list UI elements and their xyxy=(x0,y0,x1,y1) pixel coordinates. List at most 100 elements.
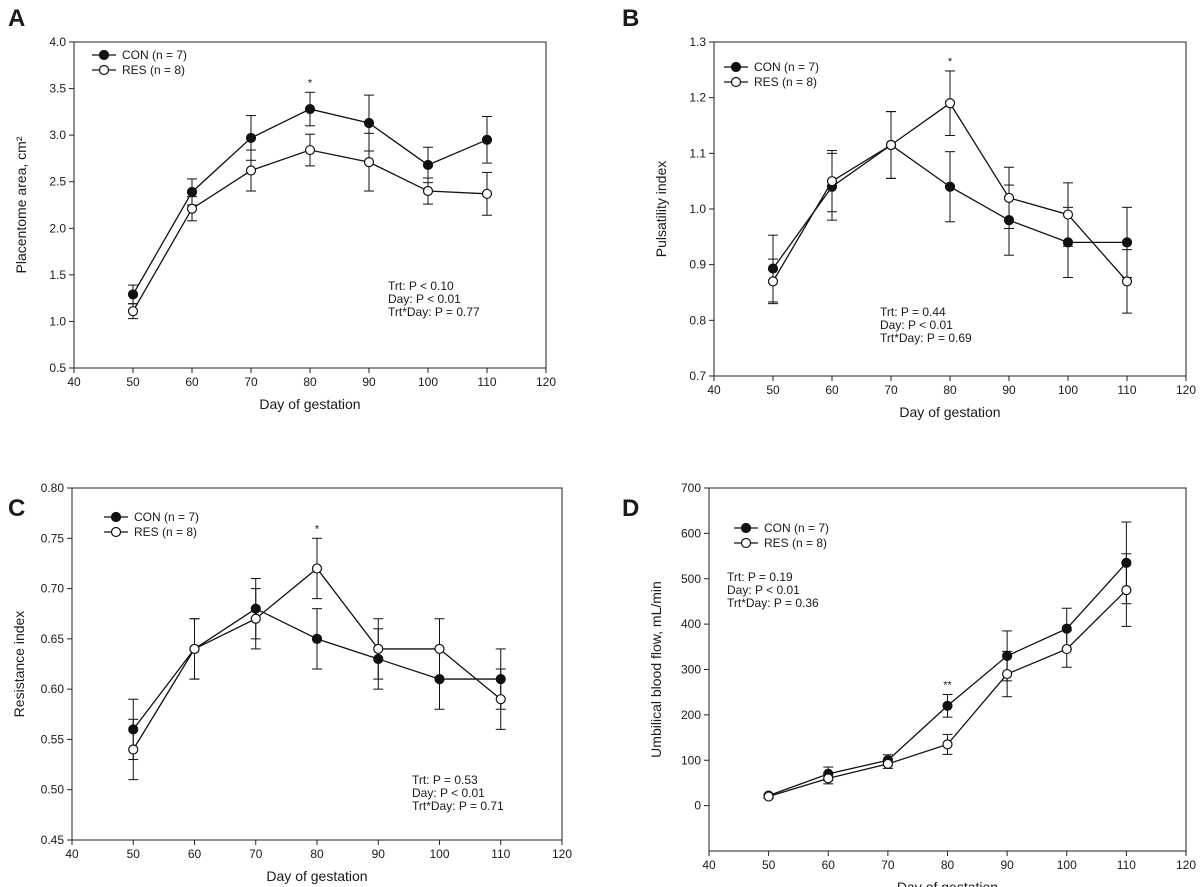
significance-marker: ** xyxy=(943,679,952,691)
stats-line: Trt*Day: P = 0.36 xyxy=(727,596,819,610)
legend-marker xyxy=(730,76,742,88)
data-point xyxy=(250,613,261,624)
legend-entry: RES (n = 8) xyxy=(122,63,185,77)
y-tick-label: 0.60 xyxy=(41,682,65,696)
y-tick-label: 300 xyxy=(681,663,701,677)
x-axis-title: Day of gestation xyxy=(266,868,367,884)
series-res xyxy=(767,70,1133,314)
data-point xyxy=(1002,668,1013,680)
series-con xyxy=(767,111,1133,303)
y-tick-label: 100 xyxy=(681,753,701,767)
x-tick-label: 60 xyxy=(825,383,839,397)
y-tick-label: 2.5 xyxy=(49,175,66,189)
panel-letter: D xyxy=(622,495,639,522)
data-point xyxy=(481,134,493,145)
data-point xyxy=(767,276,779,287)
data-point xyxy=(373,643,384,655)
y-tick-label: 0.75 xyxy=(41,531,65,545)
data-point xyxy=(942,739,953,750)
stats-line: Trt: P < 0.10 xyxy=(388,279,454,293)
series-res xyxy=(128,537,506,781)
data-point xyxy=(942,700,953,711)
x-tick-label: 70 xyxy=(244,375,258,389)
x-tick-label: 80 xyxy=(303,375,317,389)
legend-marker xyxy=(740,522,752,534)
y-tick-label: 500 xyxy=(681,572,701,586)
legend: CON (n = 7)RES (n = 8) xyxy=(104,510,199,539)
data-point xyxy=(363,117,375,129)
y-tick-label: 0.55 xyxy=(41,732,65,746)
data-point xyxy=(826,176,838,187)
data-point xyxy=(422,185,434,197)
y-tick-label: 0.80 xyxy=(41,481,65,495)
x-tick-label: 110 xyxy=(491,847,510,861)
panel-c: C 40 50 60 70 80 90 100 110 120 0.45 0.50 0.55 0.60 0.… xyxy=(8,481,572,884)
data-point xyxy=(304,144,316,156)
legend-entry: RES (n = 8) xyxy=(764,536,827,550)
panel-letter: B xyxy=(622,5,639,32)
data-point xyxy=(1003,192,1015,203)
x-tick-label: 100 xyxy=(429,847,449,861)
x-tick-label: 70 xyxy=(884,383,898,397)
y-tick-label: 3.0 xyxy=(49,128,66,142)
y-tick-label: 0 xyxy=(694,799,701,813)
y-tick-label: 2.0 xyxy=(49,221,66,235)
data-point xyxy=(763,791,774,802)
x-tick-label: 110 xyxy=(477,375,496,389)
data-point xyxy=(434,643,445,655)
series-con xyxy=(128,578,506,761)
y-tick-label: 0.7 xyxy=(689,369,706,383)
y-tick-label: 1.0 xyxy=(689,202,706,216)
stats-line: Day: P < 0.01 xyxy=(412,786,485,800)
stats-line: Trt*Day: P = 0.71 xyxy=(412,799,504,813)
legend-marker xyxy=(98,64,110,76)
data-point xyxy=(944,98,956,109)
data-point xyxy=(245,165,257,176)
plot-frame xyxy=(73,41,547,369)
legend-entry: CON (n = 7) xyxy=(764,521,829,535)
stats-line: Trt*Day: P = 0.77 xyxy=(388,305,480,319)
y-tick-label: 1.3 xyxy=(689,35,706,49)
data-point xyxy=(304,103,316,115)
x-tick-label: 50 xyxy=(127,847,141,861)
x-axis-title: Day of gestation xyxy=(259,396,360,412)
data-point xyxy=(495,694,506,705)
x-tick-label: 90 xyxy=(372,847,386,861)
data-point xyxy=(363,157,375,168)
stats-line: Trt*Day: P = 0.69 xyxy=(880,331,972,345)
x-tick-label: 120 xyxy=(536,375,556,389)
legend-marker xyxy=(730,61,742,73)
x-tick-label: 50 xyxy=(126,375,140,389)
x-tick-label: 60 xyxy=(188,847,202,861)
x-axis-title: Day of gestation xyxy=(897,879,998,887)
legend: CON (n = 7)RES (n = 8) xyxy=(92,48,187,77)
series-res xyxy=(127,132,493,320)
stats-line: Day: P < 0.01 xyxy=(388,292,461,306)
y-tick-label: 0.5 xyxy=(49,361,66,375)
series-line xyxy=(768,589,1127,798)
y-axis-title: Pulsatility index xyxy=(653,161,669,258)
x-tick-label: 40 xyxy=(67,375,81,389)
data-point xyxy=(128,744,139,755)
x-tick-label: 90 xyxy=(362,375,376,389)
data-point xyxy=(1121,237,1133,248)
x-tick-label: 100 xyxy=(418,375,438,389)
x-tick-label: 40 xyxy=(702,858,716,872)
y-tick-label: 1.5 xyxy=(49,268,66,282)
legend-entry: CON (n = 7) xyxy=(122,48,187,62)
x-tick-label: 120 xyxy=(1176,858,1196,872)
data-point xyxy=(1061,643,1072,655)
y-tick-label: 0.50 xyxy=(41,783,65,797)
data-point xyxy=(1062,209,1074,220)
data-point xyxy=(311,633,323,644)
stats-line: Day: P < 0.01 xyxy=(880,318,953,332)
x-tick-label: 60 xyxy=(185,375,199,389)
x-tick-label: 110 xyxy=(1117,858,1136,872)
x-tick-label: 50 xyxy=(762,858,776,872)
x-tick-label: 90 xyxy=(1000,858,1014,872)
x-tick-label: 120 xyxy=(1176,383,1196,397)
y-tick-label: 0.65 xyxy=(41,632,65,646)
data-point xyxy=(882,758,893,769)
